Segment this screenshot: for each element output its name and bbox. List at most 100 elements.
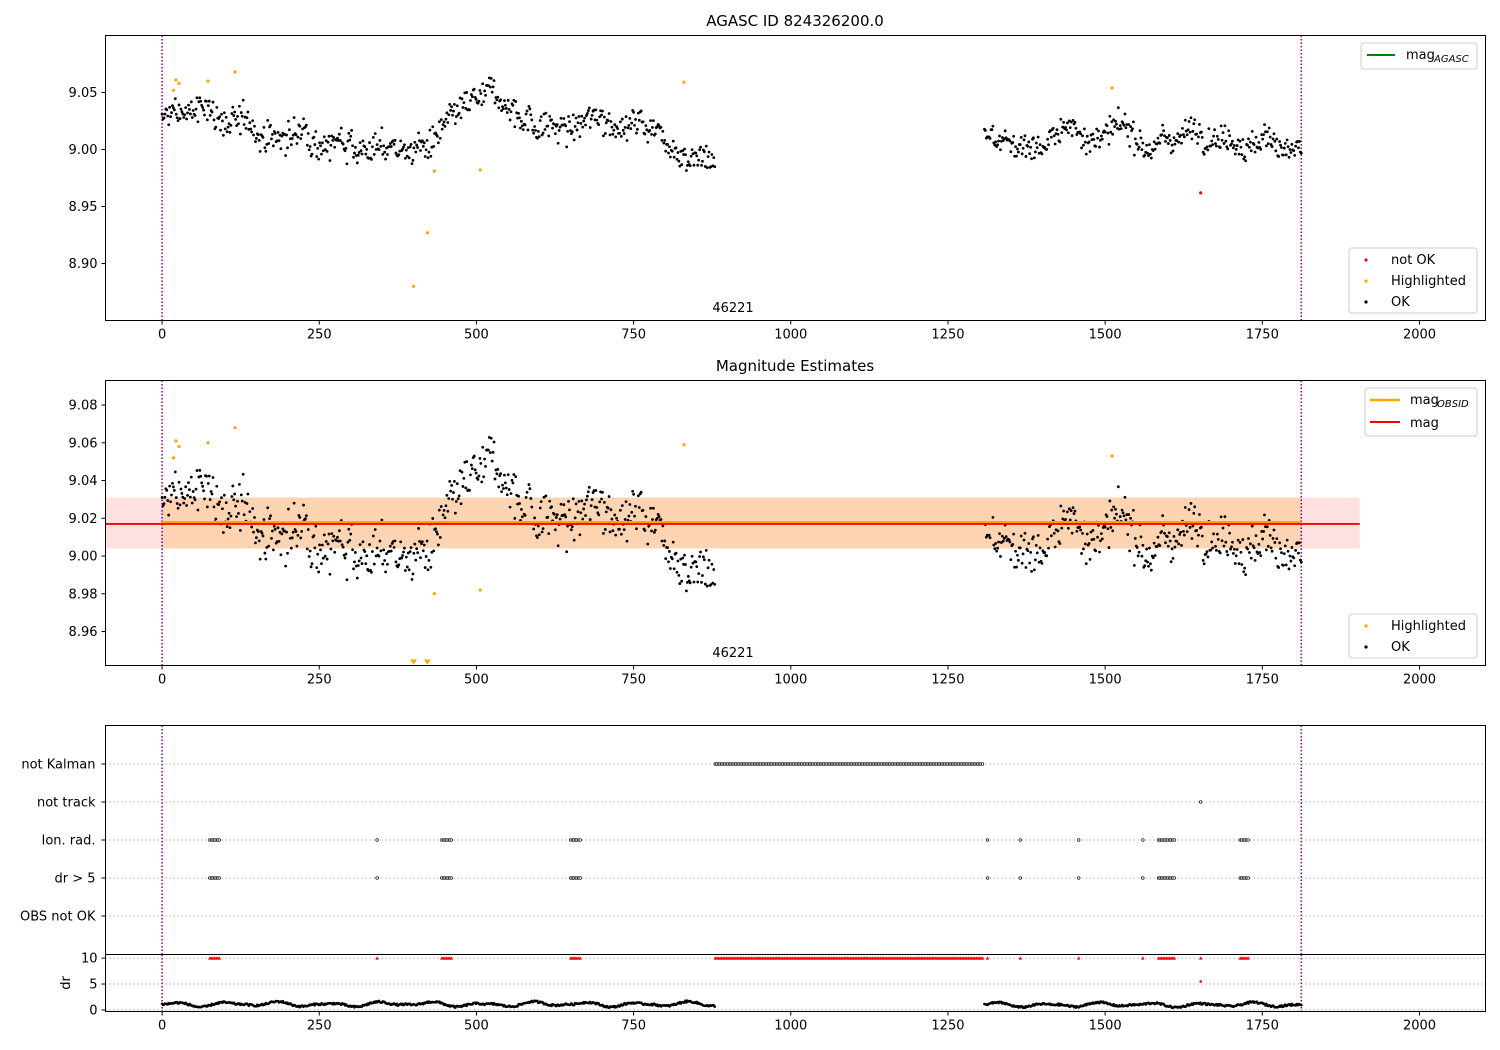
ok-point	[358, 141, 362, 144]
ok-point	[394, 151, 398, 155]
panel1-annotation: 46221	[712, 301, 753, 316]
ok-point	[492, 79, 496, 83]
y-tick-label: 8.96	[69, 625, 98, 640]
ok-point	[420, 540, 424, 544]
y-tick-label: 8.95	[69, 200, 98, 215]
ok-point	[160, 112, 164, 116]
flag-marker	[985, 838, 990, 842]
ok-point	[329, 547, 333, 551]
ok-point	[1198, 122, 1201, 126]
ok-point	[595, 118, 599, 122]
ok-point	[1132, 153, 1136, 157]
ok-point	[264, 149, 268, 153]
ok-point	[229, 514, 233, 518]
ok-point	[1016, 147, 1019, 151]
ok-point	[332, 534, 336, 538]
ok-point	[1244, 159, 1248, 163]
ok-point	[639, 490, 643, 494]
ok-point	[1066, 131, 1070, 135]
ok-point	[448, 103, 452, 106]
ok-point	[1047, 546, 1050, 550]
ok-point	[710, 562, 714, 566]
ok-point	[1068, 518, 1072, 522]
ok-point	[1024, 155, 1028, 158]
ok-point	[1060, 131, 1064, 135]
ok-point	[493, 101, 497, 105]
ok-point	[575, 128, 579, 132]
ok-point	[620, 504, 624, 508]
ok-point	[573, 125, 577, 128]
ok-point	[1028, 561, 1032, 565]
ok-point	[558, 125, 562, 129]
ok-point	[1211, 143, 1215, 147]
ok-point	[455, 104, 459, 108]
ok-point	[675, 570, 679, 574]
ok-point	[294, 133, 298, 137]
ok-point	[1153, 147, 1157, 151]
ok-point	[208, 498, 212, 501]
ok-point	[674, 146, 678, 150]
ok-point	[524, 112, 528, 116]
ok-point	[1046, 537, 1050, 541]
ok-point	[453, 122, 457, 125]
ok-point	[559, 502, 563, 506]
ok-point	[572, 538, 576, 542]
panel1-line-legend: mag AGASC	[1360, 42, 1478, 70]
ok-point	[403, 569, 407, 572]
ok-point	[266, 118, 270, 122]
ok-point	[1053, 142, 1057, 146]
ok-point	[1239, 145, 1243, 149]
ok-point	[1126, 533, 1130, 536]
ok-point	[1055, 128, 1059, 132]
ok-point	[1205, 550, 1209, 554]
ok-point	[290, 536, 294, 540]
ok-point	[354, 551, 357, 554]
y-tick-label: 8.90	[69, 257, 98, 272]
ok-point	[205, 505, 209, 509]
ok-point	[1106, 527, 1110, 531]
ok-point	[172, 489, 176, 492]
ok-point	[322, 135, 326, 139]
ok-point	[1213, 128, 1216, 132]
flag-row-label: Ion. rad.	[42, 834, 96, 849]
ok-point	[564, 515, 568, 519]
ok-point	[174, 496, 178, 499]
ok-point	[1292, 149, 1296, 153]
ok-point	[215, 484, 219, 488]
ok-point	[212, 118, 216, 122]
panel4-frame	[105, 954, 1486, 1012]
ok-point	[567, 115, 570, 118]
ok-point	[1293, 564, 1297, 568]
ok-point	[168, 105, 172, 109]
ok-point	[1268, 534, 1272, 537]
ok-point	[352, 155, 355, 159]
ok-point	[1206, 555, 1210, 559]
ok-point	[468, 108, 471, 112]
ok-point	[662, 544, 666, 547]
ok-point	[1094, 144, 1098, 148]
ok-point	[574, 502, 578, 506]
ok-point	[661, 129, 665, 133]
ok-point	[349, 134, 353, 138]
legend2-marker-highlighted	[1364, 624, 1368, 628]
ok-point	[994, 140, 998, 144]
ok-point	[657, 515, 661, 518]
ok-point	[477, 474, 481, 478]
ok-point	[1156, 535, 1160, 539]
ok-point	[1242, 570, 1246, 574]
ok-point	[308, 549, 312, 553]
ok-point	[1181, 126, 1184, 130]
ok-point	[1127, 513, 1131, 516]
ok-point	[491, 85, 495, 89]
ok-point	[344, 552, 348, 556]
ok-point	[1067, 507, 1071, 511]
ok-point	[392, 546, 396, 549]
ok-point	[1140, 554, 1144, 558]
ok-point	[242, 513, 246, 517]
x-tick-label: 1500	[1089, 673, 1122, 688]
ok-point	[298, 124, 302, 128]
ok-point	[993, 547, 997, 551]
ok-point	[576, 510, 580, 514]
ok-point	[286, 146, 289, 150]
ok-point	[200, 103, 204, 107]
